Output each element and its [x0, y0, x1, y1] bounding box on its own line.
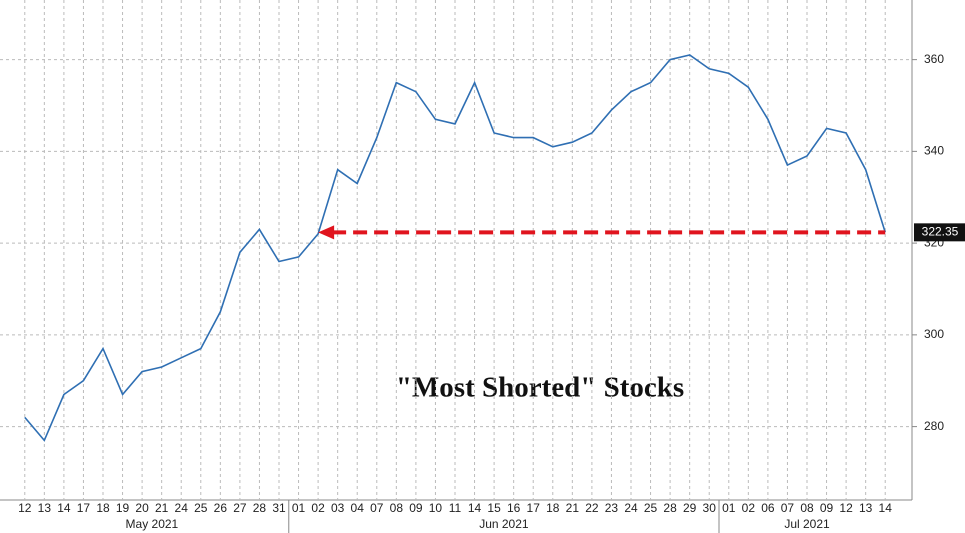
x-tick-label: 09 — [409, 501, 423, 515]
x-tick-label: 24 — [175, 501, 189, 515]
x-tick-label: 30 — [703, 501, 717, 515]
x-tick-label: 24 — [624, 501, 638, 515]
annotation: "Most Shorted" Stocks — [396, 372, 684, 404]
x-tick-label: 15 — [487, 501, 501, 515]
x-tick-label: 20 — [135, 501, 149, 515]
y-tick-label: 360 — [924, 52, 944, 66]
x-tick-label: 17 — [77, 501, 91, 515]
x-tick-label: 12 — [839, 501, 853, 515]
month-label: Jul 2021 — [784, 517, 830, 531]
x-tick-label: 14 — [879, 501, 893, 515]
y-tick-label: 340 — [924, 144, 944, 158]
x-tick-label: 08 — [390, 501, 404, 515]
x-tick-label: 26 — [214, 501, 228, 515]
x-tick-label: 01 — [292, 501, 306, 515]
x-tick-label: 07 — [370, 501, 384, 515]
month-label: Jun 2021 — [479, 517, 529, 531]
price-line — [24, 54, 886, 442]
x-tick-label: 03 — [331, 501, 345, 515]
x-tick-label: 14 — [57, 501, 71, 515]
y-tick-label: 300 — [924, 327, 944, 341]
x-tick-label: 31 — [272, 501, 286, 515]
x-tick-label: 13 — [859, 501, 873, 515]
x-tick-label: 28 — [663, 501, 677, 515]
x-tick-label: 23 — [605, 501, 619, 515]
x-tick-label: 18 — [96, 501, 110, 515]
x-tick-label: 12 — [18, 501, 32, 515]
x-tick-label: 25 — [194, 501, 208, 515]
x-tick-label: 08 — [800, 501, 814, 515]
x-tick-label: 02 — [311, 501, 325, 515]
month-label: May 2021 — [126, 517, 179, 531]
x-tick-label: 18 — [546, 501, 560, 515]
x-tick-label: 11 — [449, 501, 462, 515]
x-tick-label: 16 — [507, 501, 521, 515]
x-tick-label: 01 — [722, 501, 736, 515]
last-value-box — [914, 223, 965, 242]
x-tick-label: 22 — [585, 501, 599, 515]
y-tick-label: 280 — [924, 419, 944, 433]
level-arrow-head — [318, 225, 335, 240]
x-tick-label: 27 — [233, 501, 247, 515]
x-tick-label: 10 — [429, 501, 443, 515]
x-tick-label: 07 — [781, 501, 795, 515]
x-tick-label: 19 — [116, 501, 130, 515]
x-tick-label: 28 — [253, 501, 267, 515]
x-tick-label: 17 — [527, 501, 541, 515]
x-tick-label: 21 — [566, 501, 580, 515]
x-tick-label: 25 — [644, 501, 658, 515]
x-tick-label: 09 — [820, 501, 834, 515]
last-value-label: 322.35 — [922, 225, 959, 239]
x-tick-label: 21 — [155, 501, 169, 515]
x-tick-label: 06 — [761, 501, 775, 515]
x-tick-label: 02 — [742, 501, 756, 515]
x-tick-label: 14 — [468, 501, 482, 515]
x-tick-label: 29 — [683, 501, 697, 515]
x-tick-label: 04 — [351, 501, 365, 515]
x-tick-label: 13 — [38, 501, 52, 515]
